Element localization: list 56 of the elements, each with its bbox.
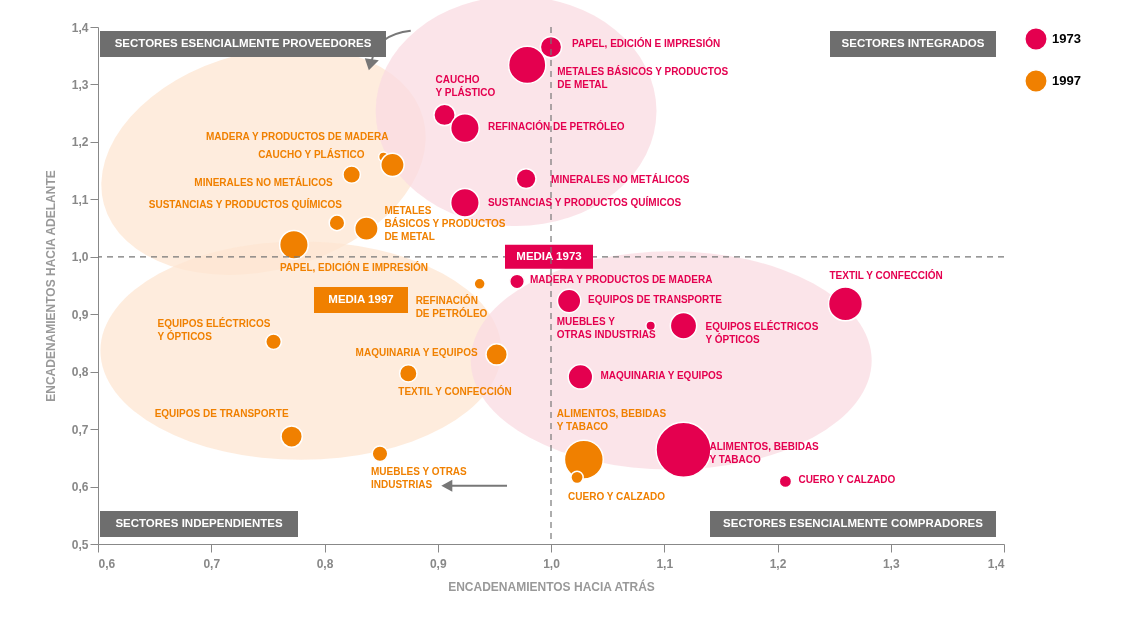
x-tick-label: 0,9 [429, 556, 447, 571]
annotation: PAPEL, EDICIÓN E IMPRESIÓN [572, 37, 721, 50]
annotation: CUERO Y CALZADO [798, 474, 896, 486]
y-tick-label: 0,8 [71, 365, 89, 380]
y-tick-label: 0,7 [71, 422, 89, 437]
x-tick-label: 0,7 [203, 556, 221, 571]
annotation: EQUIPOS ELÉCTRICOS Y ÓPTICOS [705, 319, 819, 345]
annotation: MADERA Y PRODUCTOS DE MADERA [530, 274, 713, 286]
annotation: ALIMENTOS, BEBIDAS Y TABACO [556, 407, 667, 432]
y-tick-label: 0,5 [71, 537, 89, 552]
annotation: MAQUINARIA Y EQUIPOS [600, 369, 723, 381]
annotation: MAQUINARIA Y EQUIPOS [355, 347, 478, 359]
y-tick-label: 0,9 [71, 307, 89, 322]
annotation: SECTORES INTEGRADOS [841, 37, 985, 49]
x-tick-label: 0,6 [98, 556, 116, 571]
annotation: TEXTIL Y CONFECCIÓN [398, 385, 512, 398]
x-tick-label: 1,4 [987, 556, 1005, 571]
x-axis-title: ENCADENAMIENTOS HACIA ATRÁS [448, 578, 655, 594]
annotation: MADERA Y PRODUCTOS DE MADERA [205, 130, 389, 142]
annotation: SECTORES ESENCIALMENTE PROVEEDORES [114, 37, 372, 49]
y-tick-label: 1,0 [71, 250, 89, 265]
y-tick-label: 1,4 [71, 20, 89, 35]
annotation: MINERALES NO METÁLICOS [551, 172, 690, 185]
annotation: MUEBLES Y OTRAS INDUSTRIAS [370, 465, 468, 490]
annotation: MINERALES NO METÁLICOS [194, 175, 333, 188]
legend-label: 1973 [1052, 31, 1081, 46]
x-tick-label: 1,1 [656, 556, 674, 571]
annotation: SUSTANCIAS Y PRODUCTOS QUÍMICOS [487, 195, 682, 208]
annotation: EQUIPOS DE TRANSPORTE [588, 294, 723, 306]
annotation: REFINACIÓN DE PETRÓLEO [487, 120, 625, 133]
annotation: EQUIPOS ELÉCTRICOS Y ÓPTICOS [157, 316, 271, 342]
annotation: MEDIA 1997 [328, 293, 394, 305]
annotation: MUEBLES Y OTRAS INDUSTRIAS [556, 315, 656, 340]
y-tick-label: 1,2 [71, 135, 89, 150]
annotation: SECTORES ESENCIALMENTE COMPRADORES [723, 517, 984, 529]
annotation: METALES BÁSICOS Y PRODUCTOS DE METAL [557, 64, 729, 90]
y-axis-title: ENCADENAMIENTOS HACIA ADELANTE [43, 170, 58, 402]
x-tick-label: 0,8 [316, 556, 334, 571]
annotation: TEXTIL Y CONFECCIÓN [829, 268, 943, 281]
annotation: CAUCHO Y PLÁSTICO [435, 73, 496, 98]
x-tick-label: 1,2 [769, 556, 787, 571]
y-tick-label: 0,6 [71, 480, 89, 495]
y-tick-label: 1,1 [71, 192, 89, 207]
annotation: EQUIPOS DE TRANSPORTE [154, 407, 289, 419]
annotation: CAUCHO Y PLÁSTICO [258, 147, 365, 160]
annotation: SUSTANCIAS Y PRODUCTOS QUÍMICOS [148, 197, 343, 210]
legend-label: 1997 [1052, 73, 1081, 88]
y-tick-label: 1,3 [71, 77, 89, 92]
annotation: ALIMENTOS, BEBIDAS Y TABACO [709, 440, 820, 465]
annotation: REFINACIÓN DE PETRÓLEO [415, 293, 488, 319]
annotation: PAPEL, EDICIÓN E IMPRESIÓN [279, 260, 429, 273]
annotation: CUERO Y CALZADO [568, 491, 666, 503]
x-tick-label: 1,0 [543, 556, 561, 571]
x-tick-label: 1,3 [882, 556, 900, 571]
ref-line-label: MEDIA 1973 [516, 249, 582, 262]
annotation: SECTORES INDEPENDIENTES [115, 517, 283, 529]
